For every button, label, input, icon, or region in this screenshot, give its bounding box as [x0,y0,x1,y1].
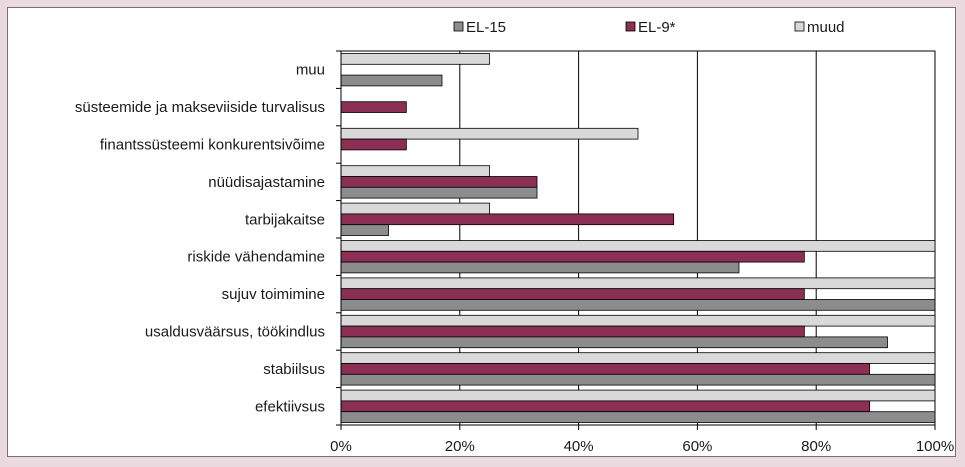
category-label-sujuv-toimimine: sujuv toimimine [222,286,325,303]
bar-muud-muu [340,53,490,65]
category-label-tarbijakaitse: tarbijakaitse [245,211,325,228]
category-label-riskide-vahendamine: riskide vähendamine [187,249,325,266]
bar-el-15-usaldusvaarsus-tookindlus [340,336,888,349]
bar-muud-riskide-vahendamine [340,240,936,252]
x-tick-label: 0% [330,438,352,455]
bar-el-9-riskide-vahendamine [340,250,805,263]
bar-el-15-nuudisajastamine [340,186,538,199]
bar-muud-tarbijakaitse [340,202,490,215]
bar-el-9-susteemide-ja-makseviiside-turvalisus [340,101,407,113]
bar-muud-usaldusvaarsus-tookindlus [340,314,936,327]
bar-el-9-efektiivsus [340,400,871,413]
bar-el-15-riskide-vahendamine [340,261,740,274]
category-label-susteemide-ja-makseviiside-turvalisus: süsteemide ja makseviiside turvalisus [75,99,325,116]
bar-el-15-efektiivsus [340,411,936,423]
x-tick-label: 80% [801,438,831,455]
bar-el-9-finantssusteemi-konkurentsivoime [340,138,407,151]
category-label-efektiivsus: efektiivsus [255,398,325,415]
bar-el-9-stabiilsus [340,363,871,375]
bar-muud-efektiivsus [340,389,936,402]
bar-el-15-tarbijakaitse [340,224,389,236]
category-label-muu: muu [296,62,325,79]
bar-el-15-stabiilsus [340,373,936,386]
legend-swatch-el-9 [625,21,636,32]
bar-muud-stabiilsus [340,352,936,364]
category-label-stabiilsus: stabiilsus [263,361,325,378]
legend-swatch-muud [794,21,805,32]
bar-el-9-usaldusvaarsus-tookindlus [340,325,805,338]
bar-el-9-tarbijakaitse [340,213,675,226]
category-label-finantssusteemi-konkurentsivoime: finantssüsteemi konkurentsivõime [100,137,325,154]
bar-muud-sujuv-toimimine [340,277,936,290]
legend-label-el-9: EL-9* [638,19,676,36]
x-tick-label: 20% [445,438,475,455]
bar-muud-finantssusteemi-konkurentsivoime [340,127,639,140]
bar-el-9-nuudisajastamine [340,176,538,188]
bar-el-9-sujuv-toimimine [340,288,805,300]
legend-label-muud: muud [807,19,845,36]
legend-swatch-el-15 [453,21,464,32]
x-tick-label: 60% [682,438,712,455]
category-label-usaldusvaarsus-tookindlus: usaldusväärsus, töökindlus [145,324,325,341]
x-tick-label: 40% [564,438,594,455]
category-label-nuudisajastamine: nüüdisajastamine [208,174,325,191]
legend-label-el-15: EL-15 [466,19,506,36]
bar-el-15-muu [340,74,443,87]
bar-muud-nuudisajastamine [340,165,490,177]
bar-el-15-sujuv-toimimine [340,299,936,311]
x-tick-label: 100% [916,438,954,455]
